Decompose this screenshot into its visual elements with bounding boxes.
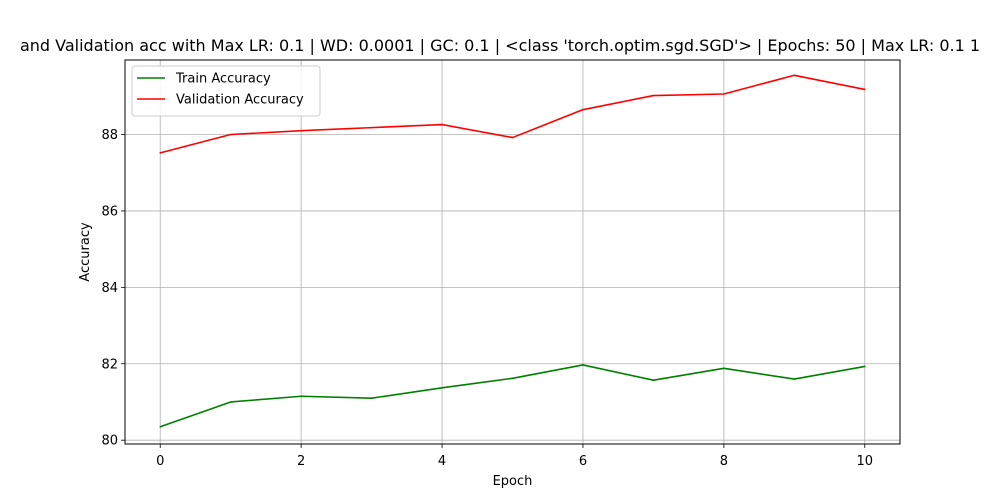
- data-point-validation-accuracy: [723, 93, 725, 95]
- legend-label-train-accuracy: Train Accuracy: [175, 72, 271, 87]
- legend-label-validation-accuracy: Validation Accuracy: [176, 93, 304, 108]
- data-point-validation-accuracy: [159, 152, 162, 154]
- data-point-train-accuracy: [511, 377, 514, 380]
- x-tick-label: 8: [720, 454, 728, 469]
- data-point-train-accuracy: [300, 395, 302, 398]
- data-point-validation-accuracy: [441, 123, 443, 126]
- y-tick-label: 84: [101, 281, 118, 296]
- data-point-validation-accuracy: [863, 88, 866, 91]
- data-point-train-accuracy: [441, 387, 443, 389]
- data-point-train-accuracy: [652, 379, 655, 381]
- x-tick-label: 6: [579, 454, 587, 469]
- data-point-validation-accuracy: [300, 129, 302, 132]
- x-axis-label: Epoch: [493, 474, 533, 489]
- axis-ticks: 0 2 4 6 8 10 80 82 84 86 88: [101, 128, 873, 469]
- data-point-validation-accuracy: [793, 74, 796, 77]
- data-point-validation-accuracy: [511, 136, 514, 139]
- data-point-train-accuracy: [793, 378, 796, 380]
- chart-title: and Validation acc with Max LR: 0.1 | WD…: [20, 36, 980, 55]
- x-tick-label: 2: [297, 454, 305, 469]
- y-tick-label: 80: [101, 434, 118, 449]
- plot-area-frame: [124, 59, 901, 445]
- data-point-train-accuracy: [370, 397, 373, 399]
- data-point-train-accuracy: [863, 365, 866, 368]
- y-tick-label: 86: [101, 204, 118, 219]
- data-point-train-accuracy: [723, 367, 725, 370]
- data-point-validation-accuracy: [229, 133, 232, 136]
- data-point-train-accuracy: [582, 364, 584, 366]
- x-tick-label: 0: [156, 454, 164, 469]
- legend: Train Accuracy Validation Accuracy: [131, 65, 321, 117]
- y-tick-label: 82: [101, 357, 118, 372]
- data-point-train-accuracy: [159, 426, 162, 428]
- x-tick-label: 10: [856, 454, 873, 469]
- y-tick-label: 88: [101, 128, 118, 143]
- data-point-validation-accuracy: [370, 126, 373, 129]
- y-axis-label: Accuracy: [78, 222, 93, 282]
- series-lines: [159, 74, 866, 428]
- data-point-validation-accuracy: [582, 108, 584, 111]
- data-point-validation-accuracy: [652, 94, 655, 97]
- x-tick-label: 4: [438, 454, 446, 469]
- legend-box: [131, 65, 321, 117]
- data-point-train-accuracy: [229, 401, 232, 403]
